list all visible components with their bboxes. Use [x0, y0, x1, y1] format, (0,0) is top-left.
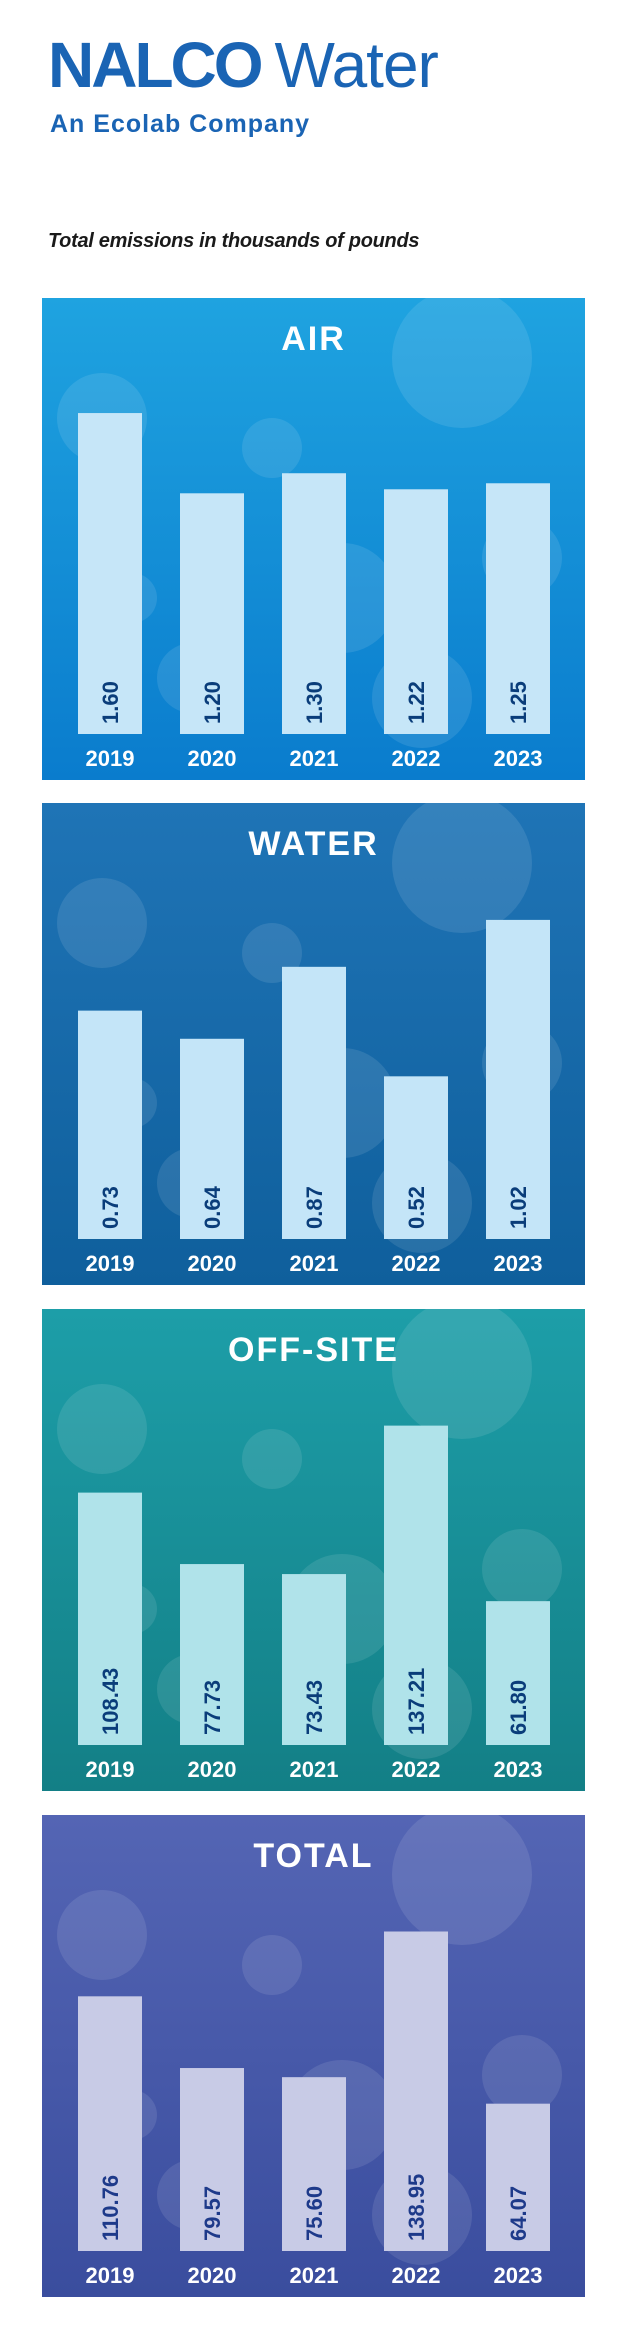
x-tick-label: 2019 — [86, 2263, 135, 2288]
bar-2021 — [282, 2077, 346, 2251]
bar-2020 — [180, 2068, 244, 2251]
bokeh-decoration — [242, 1429, 302, 1489]
chart-title: WATER — [248, 825, 379, 863]
x-tick-label: 2023 — [494, 2263, 543, 2288]
bar-2019 — [78, 1010, 142, 1239]
bokeh-decoration — [482, 2035, 562, 2115]
x-tick-label: 2023 — [494, 1251, 543, 1276]
data-label: 1.22 — [404, 681, 429, 724]
bar-2021 — [282, 966, 346, 1239]
data-label: 1.60 — [98, 681, 123, 724]
data-label: 0.73 — [98, 1186, 123, 1229]
x-tick-label: 2020 — [188, 2263, 237, 2288]
chart-panel-off-site: OFF-SITE 108.43 2019 77.73 2020 73.43 2021 137.… — [42, 1309, 585, 1791]
bar-2019 — [78, 1996, 142, 2251]
data-label: 1.30 — [302, 681, 327, 724]
logo-wordmark: NALCO Water — [48, 28, 439, 102]
bar-2020 — [180, 1038, 244, 1239]
bokeh-decoration — [392, 298, 532, 428]
chart-panel-total: TOTAL 110.76 2019 79.57 2020 75.60 2021 138.95 2… — [42, 1815, 585, 2297]
chart-subtitle: Total emissions in thousands of pounds — [48, 230, 420, 252]
data-label: 73.43 — [302, 1680, 327, 1735]
x-tick-label: 2020 — [188, 1757, 237, 1782]
x-tick-label: 2021 — [290, 746, 339, 771]
bokeh-decoration — [482, 1529, 562, 1609]
bar-2022 — [384, 1425, 448, 1745]
x-tick-label: 2022 — [392, 746, 441, 771]
data-label: 108.43 — [98, 1668, 123, 1735]
x-tick-label: 2023 — [494, 1757, 543, 1782]
bokeh-decoration — [242, 1935, 302, 1995]
x-tick-label: 2019 — [86, 1757, 135, 1782]
tagline: An Ecolab Company — [50, 110, 311, 138]
x-tick-label: 2019 — [86, 746, 135, 771]
data-label: 64.07 — [506, 2186, 531, 2241]
bar-2019 — [78, 1492, 142, 1745]
bokeh-decoration — [57, 878, 147, 968]
x-tick-label: 2022 — [392, 1757, 441, 1782]
bar-2022 — [384, 1931, 448, 2251]
bar-2023 — [486, 919, 550, 1239]
bokeh-decoration — [57, 1384, 147, 1474]
bar-2022 — [384, 1076, 448, 1239]
bokeh-decoration — [392, 1815, 532, 1945]
data-label: 0.64 — [200, 1185, 225, 1229]
bar-chart: 108.43 2019 77.73 2020 73.43 2021 137.21 2022 61… — [78, 1425, 550, 1782]
data-label: 75.60 — [302, 2186, 327, 2241]
bokeh-decoration — [392, 1309, 532, 1439]
bar-2020 — [180, 493, 244, 734]
chart-title: OFF-SITE — [228, 1331, 399, 1369]
data-label: 137.21 — [404, 1668, 429, 1735]
data-label: 61.80 — [506, 1680, 531, 1735]
bar-2021 — [282, 473, 346, 734]
brand-name: NALCO — [48, 29, 264, 101]
data-label: 1.20 — [200, 681, 225, 724]
bar-2023 — [486, 483, 550, 734]
product-name: Water — [274, 29, 439, 101]
bar-chart: 1.60 2019 1.20 2020 1.30 2021 1.22 2022 1.25 2023 — [78, 413, 550, 771]
chart-panel-air: AIR 1.60 2019 1.20 2020 1.30 2021 1.22 2022 1.25 2… — [42, 298, 585, 780]
data-label: 0.87 — [302, 1186, 327, 1229]
x-tick-label: 2021 — [290, 2263, 339, 2288]
bar-2019 — [78, 413, 142, 734]
nalco-water-logo: NALCO Water An Ecolab Company — [48, 28, 608, 148]
data-label: 77.73 — [200, 1680, 225, 1735]
chart-panel-water: WATER 0.73 2019 0.64 2020 0.87 2021 0.52 2022 1.0… — [42, 803, 585, 1285]
x-tick-label: 2023 — [494, 746, 543, 771]
x-tick-label: 2019 — [86, 1251, 135, 1276]
bar-chart: 0.73 2019 0.64 2020 0.87 2021 0.52 2022 1.02 2023 — [78, 919, 550, 1276]
data-label: 0.52 — [404, 1186, 429, 1229]
data-label: 79.57 — [200, 2186, 225, 2241]
data-label: 138.95 — [404, 2174, 429, 2241]
x-tick-label: 2021 — [290, 1757, 339, 1782]
data-label: 110.76 — [98, 2175, 123, 2241]
bar-2022 — [384, 489, 448, 734]
bar-2023 — [486, 1601, 550, 1745]
chart-title: AIR — [281, 320, 346, 358]
x-tick-label: 2020 — [188, 1251, 237, 1276]
data-label: 1.02 — [506, 1186, 531, 1229]
bokeh-decoration — [392, 803, 532, 933]
bokeh-decoration — [242, 418, 302, 478]
x-tick-label: 2021 — [290, 1251, 339, 1276]
bar-2021 — [282, 1574, 346, 1745]
chart-title: TOTAL — [253, 1837, 374, 1875]
bar-2020 — [180, 1564, 244, 1745]
bar-2023 — [486, 2103, 550, 2251]
x-tick-label: 2022 — [392, 1251, 441, 1276]
x-tick-label: 2020 — [188, 746, 237, 771]
x-tick-label: 2022 — [392, 2263, 441, 2288]
bokeh-decoration — [57, 1890, 147, 1980]
data-label: 1.25 — [506, 681, 531, 724]
bar-chart: 110.76 2019 79.57 2020 75.60 2021 138.95 2022 64… — [78, 1931, 550, 2288]
